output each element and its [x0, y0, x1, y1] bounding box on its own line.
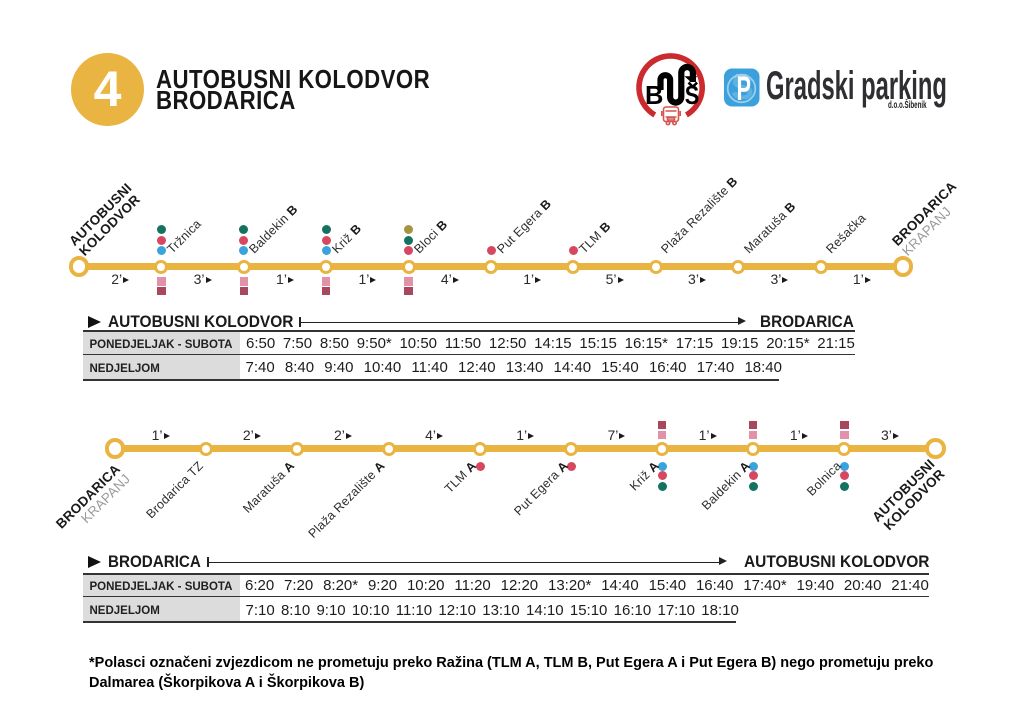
- svg-text:S: S: [685, 82, 700, 110]
- svg-text:S: S: [731, 69, 754, 107]
- svg-text:P: P: [737, 70, 752, 108]
